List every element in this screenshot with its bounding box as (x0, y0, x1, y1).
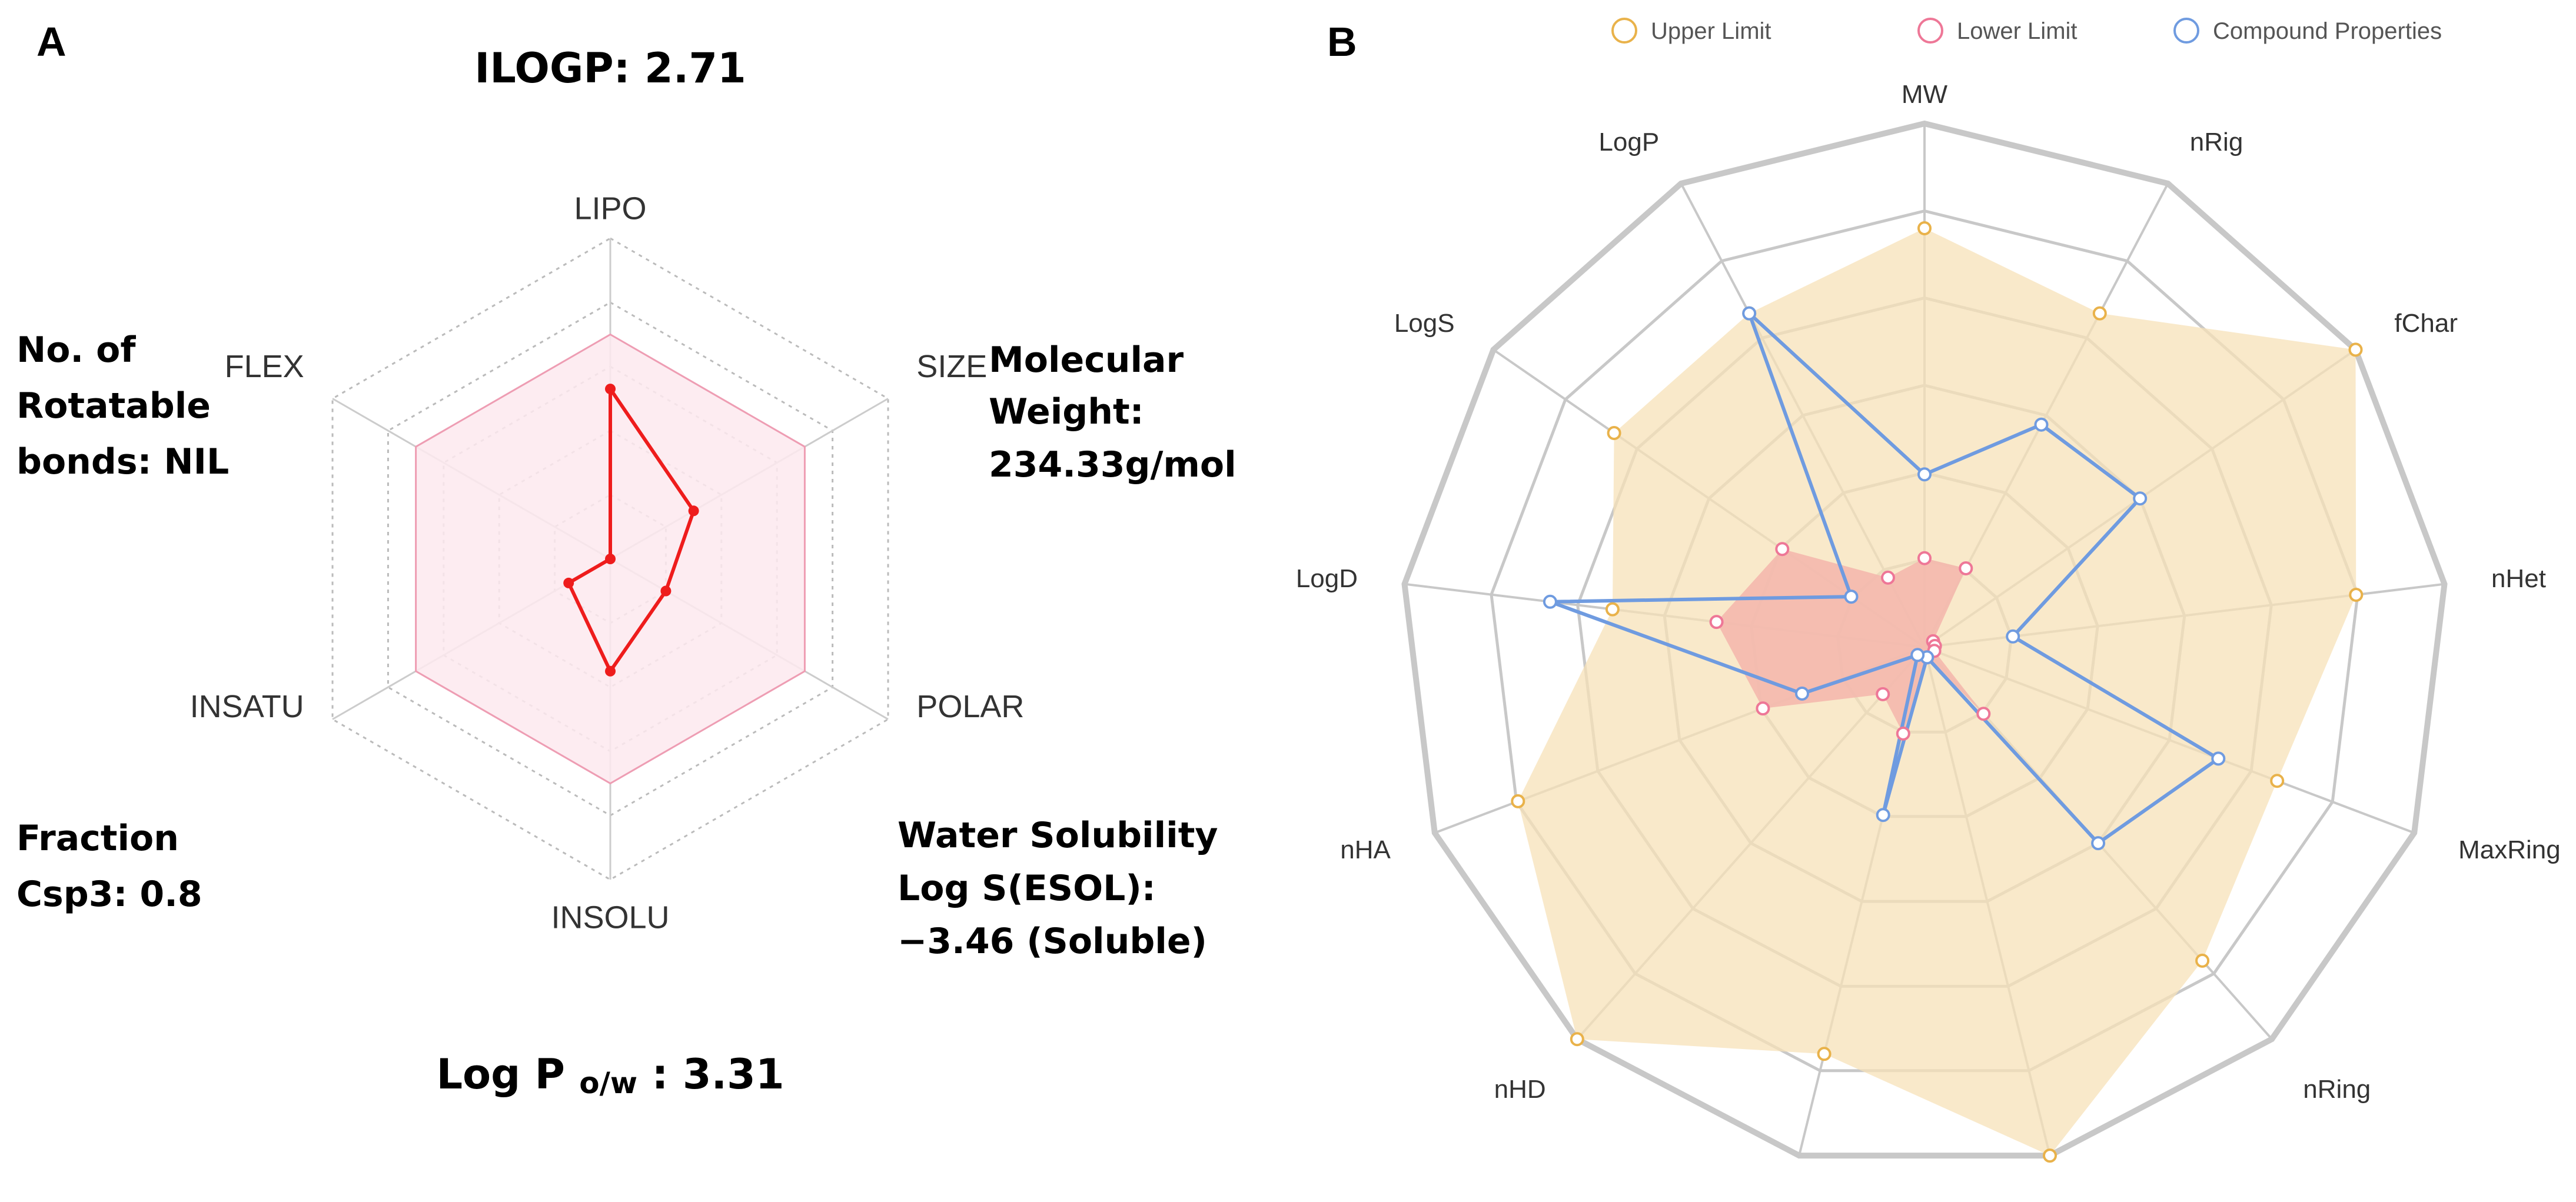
radar-b-upper-point-nrot (2043, 1148, 2057, 1163)
radar-b-axis-label-logp: LogP (1598, 128, 1659, 157)
radar-b-upper-point-tpsa (1817, 1047, 1832, 1061)
radar-a-axis-label-insolu: INSOLU (551, 900, 669, 935)
legend-label-lower-limit: Lower Limit (1957, 18, 2078, 44)
annotation-polar-line1: Water Solubility (898, 815, 1218, 856)
radar-b-lower-point-tpsa (1896, 726, 1910, 741)
radar-b-legend: Upper Limit Lower Limit Compound Propertie… (1611, 18, 2442, 44)
legend-label-upper-limit: Upper Limit (1651, 18, 1771, 44)
radar-b-compound-point-nha (1795, 686, 1809, 701)
radar-b-axis-label-nha: nHA (1340, 835, 1391, 864)
radar-b-upper-point-nha (1511, 794, 1525, 808)
radar-a-point-flex (605, 554, 616, 564)
radar-b-compound-point-logp (1742, 306, 1757, 321)
radar-b-lower-point-mw (1917, 551, 1932, 565)
radar-b-axis-label-nhd: nHD (1494, 1075, 1546, 1104)
radar-b-lower-point-logp (1881, 570, 1895, 585)
radar-b-compound-point-logd (1543, 594, 1557, 609)
radar-b-compound-point-nhd (1910, 648, 1925, 662)
annotation-flex-line1: No. of (16, 329, 136, 371)
radar-b-upper-point-nhet (2349, 588, 2364, 602)
annotation-logp-value: : 3.31 (652, 1050, 784, 1098)
radar-b-lower-point-logd (1709, 615, 1724, 630)
annotation-insatu-line1: Fraction (16, 818, 179, 859)
radar-b-compound-point-maxring (2211, 751, 2226, 766)
radar-a-axis-labels: LIPO SIZE POLAR INSOLU INSATU FLEX (190, 191, 1025, 935)
annotation-size-line2: Weight: (989, 391, 1144, 432)
radar-a-axis-label-size: SIZE (916, 349, 987, 384)
radar-b-axis-label-mw: MW (1902, 80, 1948, 109)
radar-b-axis-label-nrig: nRig (2190, 128, 2243, 157)
annotation-polar-line3: −3.46 (Soluble) (898, 921, 1207, 962)
radar-b-compound-point-logs (1844, 590, 1859, 604)
radar-a-point-polar (660, 585, 672, 597)
radar-b-compound-point-tpsa (1876, 808, 1890, 823)
annotation-logp-subscript: o/w (579, 1066, 637, 1100)
radar-b-compound-point-fchar (2133, 491, 2148, 506)
annotation-flex-line3: bonds: NIL (16, 441, 229, 482)
radar-b-upper-point-nrig (2092, 306, 2107, 321)
radar-b-compound-point-nhet (2006, 629, 2020, 644)
radar-a-axis-label-polar: POLAR (916, 689, 1024, 724)
annotation-polar-line2: Log S(ESOL): (898, 868, 1156, 909)
radar-a-axis-label-insatu: INSATU (190, 689, 304, 724)
radar-b-upper-point-logd (1605, 602, 1620, 617)
radar-b-upper-point-mw (1917, 221, 1932, 235)
radar-b-axis-label-nhet: nHet (2491, 564, 2546, 593)
panel-letter-b: B (1327, 19, 1357, 65)
radar-b-lower-point-nha (1756, 701, 1770, 716)
annotation-insatu-line2: Csp3: 0.8 (16, 874, 202, 915)
druglikeness-radar-chart: Upper Limit Lower Limit Compound Propertie… (1296, 18, 2561, 1202)
radar-a-axis-label-lipo: LIPO (574, 191, 646, 226)
radar-a-point-insolu (605, 665, 616, 677)
bioavailability-radar-chart: LIPO SIZE POLAR INSOLU INSATU FLEX ILOGP: 2.7… (16, 44, 1237, 1103)
radar-b-lower-point-logs (1775, 542, 1790, 557)
radar-b-compound-point-mw (1917, 467, 1932, 482)
radar-b-upper-point-logs (1607, 426, 1621, 440)
radar-a-compound-series (563, 384, 699, 677)
radar-b-lower-point-nrig (1959, 561, 1973, 575)
radar-b-upper-point-nhd (1570, 1032, 1584, 1047)
legend-marker-upper-limit (1611, 18, 1637, 44)
annotation-logp-prefix: Log P (436, 1050, 564, 1098)
radar-b-axis-label-fchar: fChar (2394, 309, 2458, 338)
radar-a-axis-label-flex: FLEX (225, 349, 304, 384)
radar-b-upper-limit-area (1518, 228, 2356, 1156)
radar-b-lower-point-nring (1976, 707, 1991, 721)
radar-a-point-lipo (605, 384, 616, 395)
radar-b-axis-label-maxring: MaxRing (2458, 835, 2561, 864)
radar-b-compound-point-nrig (2034, 417, 2049, 432)
annotation-logp: Log P o/w : 3.31 (436, 1050, 784, 1103)
radar-a-point-insatu (563, 577, 574, 588)
radar-b-axis-label-logs: LogS (1394, 309, 1455, 338)
annotation-size-line1: Molecular (989, 339, 1184, 381)
annotation-ilogp: ILOGP: 2.71 (474, 44, 746, 92)
radar-b-upper-point-fchar (2348, 342, 2363, 357)
radar-b-ring-6 (1401, 120, 2448, 1159)
radar-b-series (1511, 221, 2364, 1163)
radar-b-axis-label-nring: nRing (2303, 1075, 2371, 1104)
annotation-flex-line2: Rotatable (16, 385, 211, 427)
legend-marker-lower-limit (1917, 18, 1943, 44)
radar-b-axis-labels: MWnRigfCharnHetMaxRingnRingnRotTPSAnHDnH… (1296, 80, 2561, 1202)
annotation-size-line3: 234.33g/mol (989, 444, 1237, 485)
legend-label-compound-properties: Compound Properties (2213, 18, 2442, 44)
radar-b-upper-point-maxring (2270, 774, 2285, 788)
legend-marker-compound-properties (2173, 18, 2199, 44)
radar-a-point-size (688, 505, 699, 517)
radar-b-upper-point-nring (2195, 953, 2210, 968)
panel-letter-a: A (36, 19, 67, 65)
radar-b-lower-point-nhd (1876, 687, 1890, 701)
radar-b-compound-point-nring (2091, 836, 2106, 851)
radar-b-axis-label-logd: LogD (1296, 564, 1358, 593)
